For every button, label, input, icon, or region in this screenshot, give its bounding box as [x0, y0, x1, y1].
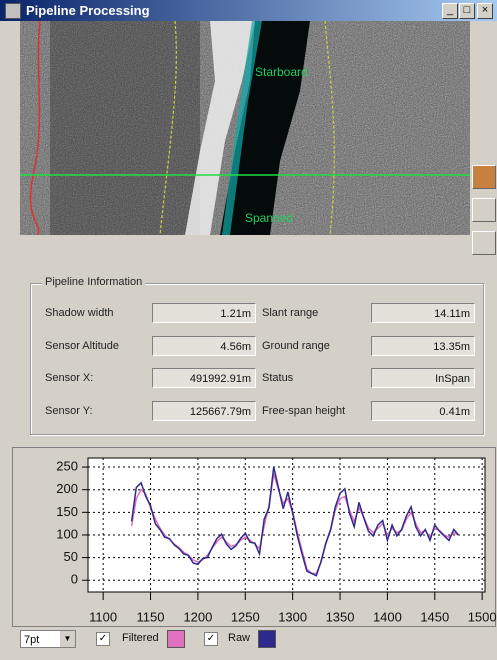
field-label: Ground range	[262, 339, 330, 352]
chart-frame	[12, 447, 496, 627]
legend-swatch	[258, 630, 276, 648]
field-value: 14.11m	[371, 303, 475, 323]
field-value: 491992.91m	[152, 368, 256, 388]
field-label: Sensor X:	[45, 372, 94, 384]
bank	[185, 21, 255, 235]
legend-swatch	[167, 630, 185, 648]
chart: 0 50 100 150 200 250 1100 1150 1200 1250 1300 1350 1…	[56, 457, 497, 624]
y-tick-label: 150	[56, 504, 78, 519]
x-tick-label: 1450	[420, 609, 449, 624]
close-button[interactable]: ×	[477, 3, 493, 19]
track-red	[29, 21, 41, 235]
sonar-image: Starboard Spanned	[20, 21, 470, 235]
x-tick-label: 1500	[468, 609, 497, 624]
legend-label: Filtered	[122, 632, 159, 644]
x-tick-label: 1400	[373, 609, 402, 624]
y-tick-label: 0	[71, 572, 78, 587]
tool-button[interactable]	[472, 198, 496, 222]
y-tick-label: 200	[56, 481, 78, 496]
image-label: Spanned	[245, 211, 293, 225]
legend-label: Raw	[228, 632, 251, 644]
track-yellow-left	[159, 21, 177, 235]
y-tick-label: 50	[64, 549, 78, 564]
minimize-button[interactable]: _	[442, 3, 458, 19]
x-tick-label: 1250	[231, 609, 260, 624]
app-icon	[5, 3, 21, 19]
field-label: Slant range	[262, 307, 319, 319]
field-label: Shadow width	[45, 307, 114, 319]
pipe-edge	[222, 21, 262, 235]
field-label: Sensor Y:	[45, 404, 93, 417]
field-value: 13.35m	[371, 335, 475, 356]
y-tick-label: 100	[56, 526, 78, 541]
x-tick-label: 1100	[89, 609, 117, 624]
field-label: Free-span height	[262, 404, 346, 417]
combo-value: 7pt	[24, 634, 40, 646]
legend-checkbox[interactable]: ✓	[204, 632, 218, 646]
series-line	[130, 466, 460, 577]
pipeline-shadow	[220, 21, 310, 235]
info-group	[30, 283, 484, 435]
maximize-button[interactable]: □	[459, 3, 475, 19]
image-label: Starboard	[255, 65, 308, 79]
group-title: Pipeline Information	[42, 276, 146, 288]
x-tick-label: 1150	[137, 609, 165, 624]
field-value: 125667.79m	[152, 400, 256, 421]
field-label: Status	[262, 372, 294, 384]
tool-button[interactable]	[472, 165, 496, 189]
y-tick-label: 250	[56, 458, 78, 473]
field-value: 0.41m	[371, 400, 475, 421]
plot-area	[87, 457, 486, 593]
combo-arrow[interactable]: ▼	[60, 631, 75, 647]
field-label: Sensor Altitude	[45, 339, 119, 352]
x-tick-label: 1300	[278, 609, 307, 624]
legend-checkbox[interactable]: ✓	[96, 632, 110, 646]
window-title: Pipeline Processing	[26, 3, 150, 18]
track-yellow-right	[324, 21, 335, 235]
x-tick-label: 1200	[183, 609, 212, 624]
shadow-area	[50, 21, 200, 235]
field-value: 1.21m	[152, 303, 256, 323]
field-value: InSpan	[371, 368, 475, 388]
title-bar: Pipeline Processing _ □ ×	[0, 0, 497, 21]
point-size-combo[interactable]: 7pt ▼	[20, 630, 76, 648]
x-tick-label: 1350	[326, 609, 355, 624]
tool-button[interactable]	[472, 231, 496, 255]
field-value: 4.56m	[152, 335, 256, 356]
